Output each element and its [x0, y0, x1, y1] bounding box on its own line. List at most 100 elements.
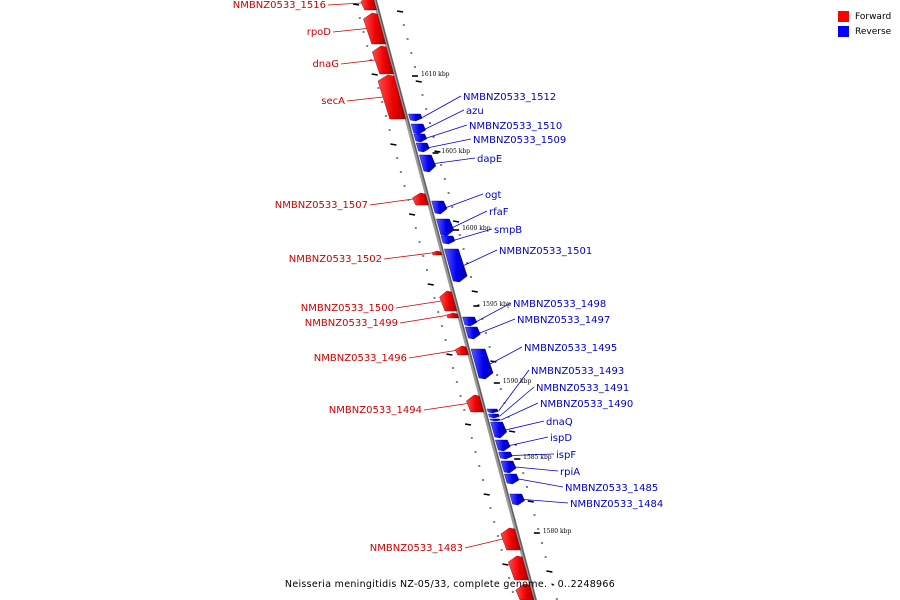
leader-line [509, 436, 549, 446]
forward-gene-label: dnaG [312, 59, 339, 70]
reverse-gene-label: ispF [556, 450, 576, 461]
tick-mark [434, 150, 441, 153]
tick-mark [408, 213, 416, 216]
reverse-gene-label: NMBNZ0533_1490 [540, 399, 633, 410]
tick-mark [415, 80, 422, 83]
leader-line [498, 369, 530, 412]
gene-reverse-NMBNZ0533_1490 [489, 418, 501, 422]
gene-reverse-dapE [419, 154, 437, 173]
forward-gene-label: NMBNZ0533_1483 [370, 543, 463, 554]
leader-line [426, 124, 468, 139]
leader-line [454, 228, 493, 241]
leader-line [446, 193, 484, 208]
kbp-marker-label: 1590 kbp [503, 378, 532, 385]
leader-line [434, 157, 476, 164]
reverse-gene-label: NMBNZ0533_1510 [469, 121, 562, 132]
leader-line [408, 350, 456, 359]
gene-forward-unlabeled [515, 583, 535, 600]
legend: Forward Reverse [838, 9, 891, 39]
gene-forward-NMBNZ0533_1499 [446, 312, 460, 319]
reverse-gene-label: smpB [494, 225, 522, 236]
gene-reverse-NMBNZ0533_1495 [470, 348, 494, 380]
reverse-gene-label: NMBNZ0533_1484 [570, 499, 663, 510]
gene-forward-unlabeled [508, 555, 529, 581]
gene-reverse-NMBNZ0533_1498 [462, 316, 478, 327]
reverse-gene-label: NMBNZ0533_1512 [463, 92, 556, 103]
leader-line [340, 59, 376, 65]
gene-forward-NMBNZ0533_1507 [412, 192, 429, 206]
leader-line [332, 28, 367, 33]
legend-forward-label: Forward [855, 11, 892, 22]
forward-gene-label: rpoD [307, 27, 332, 38]
reverse-gene-label: NMBNZ0533_1509 [473, 135, 566, 146]
gene-reverse-NMBNZ0533_1485 [504, 473, 520, 485]
kbp-marker-label: 1585 kbp [523, 454, 552, 461]
gene-forward-dnaG [372, 45, 394, 75]
gene-reverse-smpB [440, 235, 456, 245]
forward-gene-label: NMBNZ0533_1496 [314, 353, 407, 364]
gene-reverse-NMBNZ0533_1497 [464, 326, 481, 340]
reverse-gene-label: NMBNZ0533_1498 [513, 299, 606, 310]
gene-reverse-ispD [495, 439, 511, 452]
leader-line [464, 538, 503, 549]
leader-line [422, 95, 462, 118]
gene-forward-secA [377, 74, 406, 120]
leader-line [479, 318, 516, 334]
gene-reverse-azu [410, 123, 426, 135]
reverse-gene-label: dapE [477, 154, 502, 165]
reverse-gene-label: rfaF [489, 207, 509, 218]
forward-gene-label: NMBNZ0533_1494 [329, 405, 422, 416]
genome-caption: Neisseria meningitidis NZ-05/33, complet… [284, 579, 616, 590]
tick-mark [352, 3, 360, 6]
reverse-gene-label: ispD [550, 433, 572, 444]
gene-reverse-NMBNZ0533_1484 [509, 493, 525, 506]
legend-forward: Forward [838, 9, 891, 24]
forward-gene-label: NMBNZ0533_1502 [289, 254, 382, 265]
gene-reverse-NMBNZ0533_1493 [486, 408, 499, 414]
leader-line [346, 96, 383, 102]
gene-reverse-NMBNZ0533_1501 [444, 248, 468, 283]
leader-line [505, 420, 545, 431]
backbone-shadow [375, 0, 537, 600]
gene-forward-rpoD [363, 12, 386, 45]
forward-gene-label: NMBNZ0533_1516 [233, 0, 326, 11]
leader-line [369, 198, 414, 206]
leader-line [399, 315, 447, 324]
kbp-marker-label: 1580 kbp [543, 528, 572, 535]
legend-reverse-label: Reverse [855, 26, 892, 37]
reverse-gene-label: NMBNZ0533_1501 [499, 246, 592, 257]
reverse-swatch [838, 26, 849, 37]
tick-mark [471, 290, 478, 293]
leader-line [383, 252, 432, 260]
genes [360, 0, 535, 600]
leader-line [423, 403, 468, 411]
leader-line [499, 386, 535, 417]
tick-mark [446, 353, 453, 356]
kbp-marker-label: 1605 kbp [442, 148, 471, 155]
gene-reverse-ogt [431, 200, 448, 215]
gene-labels: NMBNZ0533_1516 rpoD dnaG secA NMBNZ0533_1507… [233, 0, 663, 554]
tick-mark [527, 500, 534, 503]
leader-line [327, 2, 362, 6]
tick-mark [508, 430, 516, 433]
reverse-gene-label: azu [466, 106, 484, 117]
gene-forward-NMBNZ0533_1500 [439, 290, 458, 312]
tick-mark [452, 220, 460, 223]
reverse-gene-label: NMBNZ0533_1495 [524, 343, 617, 354]
gene-reverse-NMBNZ0533_1509 [415, 142, 430, 153]
leader-line [515, 466, 559, 472]
gene-reverse-rpiA [500, 460, 517, 474]
tick-mark [483, 493, 490, 496]
kbp-markers: 1610 kbp 1605 kbp 1600 kbp 1595 kbp 1590 kbp… [412, 71, 572, 535]
tick-mark [464, 423, 472, 426]
leader-line [489, 346, 523, 365]
forward-gene-label: NMBNZ0533_1500 [301, 303, 394, 314]
tick-mark [490, 360, 497, 363]
kbp-marker-label: 1600 kbp [462, 225, 491, 232]
reverse-gene-label: NMBNZ0533_1497 [517, 315, 610, 326]
tick-marks [352, 3, 558, 600]
leader-lines [327, 2, 569, 549]
tick-mark [502, 563, 509, 566]
leader-line [452, 210, 488, 228]
tick-mark [371, 73, 378, 76]
